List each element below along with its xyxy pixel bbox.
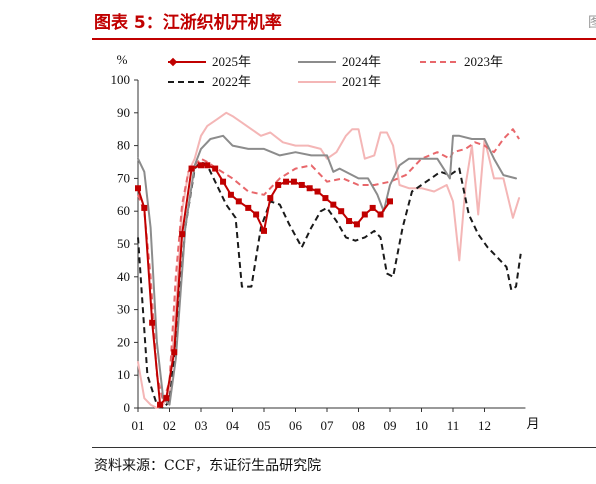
y-tick-label: 0	[124, 400, 131, 415]
series-line-s2023	[137, 128, 520, 403]
y-tick-label: 10	[117, 367, 130, 382]
chart-legend: 2025年 2024年 2023年 2022年 2021年	[168, 54, 503, 89]
data-point-s2025	[235, 198, 242, 205]
x-tick-label: 04	[226, 418, 240, 433]
data-point-s2025	[188, 165, 195, 172]
title-underline	[92, 38, 596, 40]
legend-label-s2024: 2024年	[342, 54, 381, 69]
data-point-s2025	[179, 231, 186, 238]
data-point-s2025	[283, 178, 290, 185]
data-point-s2025	[141, 204, 148, 211]
data-point-s2025	[163, 395, 170, 402]
x-tick-label: 09	[384, 418, 397, 433]
source-note: 资料来源：CCF，东证衍生品研究院	[94, 458, 322, 474]
x-axis-unit-label: 月	[526, 416, 539, 431]
data-point-s2025	[171, 349, 178, 356]
legend-label-s2023: 2023年	[464, 54, 503, 69]
data-point-s2025	[198, 162, 204, 169]
y-tick-label: 40	[117, 269, 130, 284]
y-tick-label: 50	[117, 236, 130, 251]
legend-label-s2021: 2021年	[342, 74, 381, 89]
y-tick-label: 80	[117, 138, 130, 153]
figure-title: 图表 5：江浙织机开机率	[94, 13, 282, 33]
legend-label-s2022: 2022年	[212, 74, 251, 89]
series-line-s2022	[137, 161, 522, 409]
data-point-s2025	[377, 211, 384, 218]
data-point-s2025	[135, 185, 141, 192]
data-point-s2025	[253, 211, 260, 218]
data-point-s2025	[227, 191, 234, 198]
x-tick-label: 01	[132, 418, 145, 433]
data-point-s2025	[298, 181, 305, 188]
y-tick-label: 70	[117, 170, 130, 185]
y-tick-label: 60	[117, 203, 130, 218]
x-tick-label: 10	[415, 418, 428, 433]
legend-label-s2025: 2025年	[212, 54, 251, 69]
x-tick-label: 11	[447, 418, 460, 433]
x-tick-label: 03	[195, 418, 208, 433]
data-point-s2025	[245, 204, 252, 211]
y-tick-label: 100	[111, 72, 131, 87]
y-tick-label: 20	[117, 334, 130, 349]
data-point-s2025	[306, 185, 313, 192]
x-tick-label: 07	[321, 418, 335, 433]
y-tick-label: 90	[117, 105, 130, 120]
footer-rule	[92, 447, 596, 448]
data-point-s2025	[353, 221, 360, 228]
y-tick-label: 30	[117, 302, 130, 317]
data-point-s2025	[338, 208, 345, 215]
legend-marker-s2025	[168, 57, 178, 67]
y-axis-unit-label: %	[117, 52, 128, 67]
data-point-s2025	[275, 181, 282, 188]
data-point-s2025	[204, 162, 211, 169]
data-point-s2025	[261, 227, 267, 234]
data-point-s2025	[267, 195, 274, 202]
data-point-s2025	[212, 165, 219, 172]
data-point-s2025	[290, 178, 297, 185]
data-point-s2025	[314, 188, 321, 195]
chart-series-group	[135, 111, 522, 409]
data-point-s2025	[330, 201, 337, 208]
chart-axes: 0 10 20 30 40 50 60 70 80 90 100% 01 02 03 04 05 06 07 08 0…	[111, 52, 540, 433]
data-point-s2025	[220, 178, 227, 185]
series-line-s2024	[137, 134, 517, 406]
clipped-edge-glyph: 图	[588, 15, 596, 28]
series-line-s2025	[137, 164, 391, 406]
data-point-s2025	[361, 211, 368, 218]
x-tick-label: 02	[163, 418, 176, 433]
data-point-s2025	[346, 218, 353, 225]
data-point-s2025	[149, 319, 156, 326]
data-point-s2025	[387, 198, 393, 205]
data-point-s2025	[322, 195, 329, 202]
data-point-s2025	[157, 401, 164, 408]
x-tick-label: 12	[478, 418, 491, 433]
x-tick-label: 08	[352, 418, 365, 433]
data-point-s2025	[369, 204, 376, 211]
x-tick-label: 05	[258, 418, 271, 433]
x-tick-label: 06	[289, 418, 303, 433]
